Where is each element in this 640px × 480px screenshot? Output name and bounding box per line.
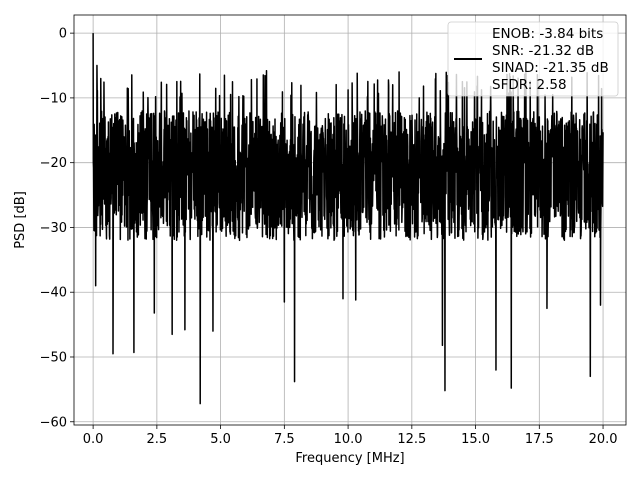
x-axis-label: Frequency [MHz] [295,451,404,466]
y-axis-ticks: 0 −10 −20 −30 −40 −50 −60 [40,27,74,430]
x-axis-ticks: 0.0 2.5 5.0 7.5 10.0 12.5 15.0 17.5 20.0 [83,425,618,447]
x-tick-label: 12.5 [397,432,426,447]
x-tick-label: 17.5 [525,432,554,447]
y-axis-label: PSD [dB] [13,191,28,249]
x-tick-label: 20.0 [589,432,618,447]
y-tick-label: −10 [40,91,67,106]
legend-entry-sinad: SINAD: -21.35 dB [492,60,609,76]
y-tick-label: 0 [59,27,67,42]
axes-frame [73,14,627,426]
legend-entry-enob: ENOB: -3.84 bits [492,26,603,42]
y-tick-label: −30 [40,221,67,236]
legend-entry-snr: SNR: -21.32 dB [492,43,594,59]
x-tick-label: 7.5 [274,432,295,447]
x-tick-label: 10.0 [334,432,363,447]
y-tick-label: −60 [40,415,67,430]
legend: ENOB: -3.84 bits SNR: -21.32 dB SINAD: -… [447,21,619,97]
x-tick-label: 2.5 [147,432,168,447]
y-tick-label: −50 [40,350,67,365]
x-tick-label: 5.0 [210,432,231,447]
x-tick-label: 15.0 [461,432,490,447]
legend-entry-sfdr: SFDR: 2.58 [492,77,567,93]
y-tick-label: −20 [40,156,67,171]
x-tick-label: 0.0 [83,432,104,447]
legend-box [447,21,619,97]
y-tick-label: −40 [40,286,67,301]
